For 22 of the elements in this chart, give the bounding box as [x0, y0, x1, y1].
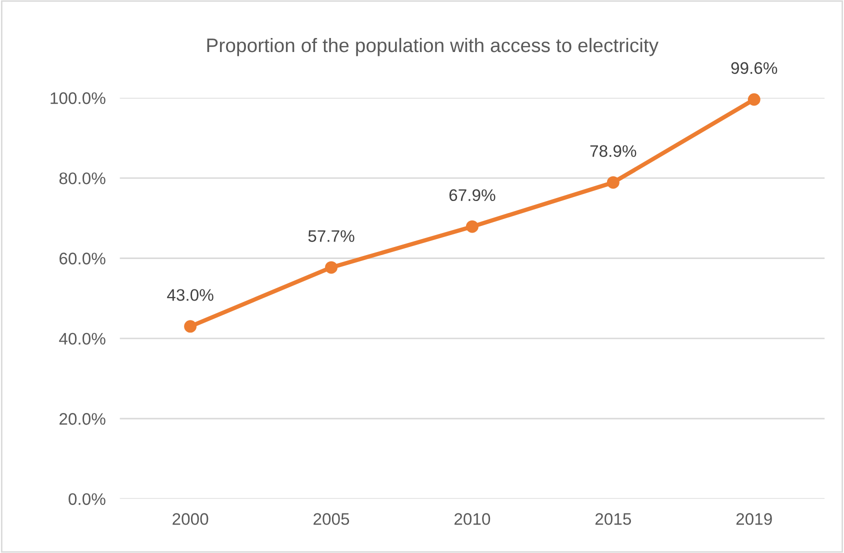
point: [325, 261, 338, 274]
point: [748, 93, 760, 106]
y-tick-label: 60.0%: [60, 252, 106, 264]
x-tick-label: 2000: [172, 513, 208, 525]
x-tick-label: 2015: [595, 513, 632, 525]
data-label: 43.0%: [167, 289, 214, 301]
y-tick-label: 40.0%: [59, 332, 106, 345]
data-label: 67.9%: [449, 189, 496, 202]
data-label: 57.7%: [308, 230, 354, 242]
point: [184, 320, 197, 333]
y-tick-label: 80.0%: [59, 172, 106, 184]
point: [466, 220, 478, 233]
x-tick-label: 2005: [314, 513, 350, 525]
data-label: 78.9%: [590, 145, 636, 157]
point: [606, 176, 620, 189]
data-label: 99.6%: [731, 62, 778, 74]
y-tick-label: 0.0%: [68, 493, 106, 506]
x-tick-label: 2010: [454, 513, 490, 525]
chart-title: Proportion of the population with access to electricity: [207, 38, 659, 56]
y-tick-label: 100.0%: [50, 92, 106, 104]
y-tick-label: 20.0%: [60, 413, 106, 425]
x-tick-label: 2019: [736, 513, 772, 525]
